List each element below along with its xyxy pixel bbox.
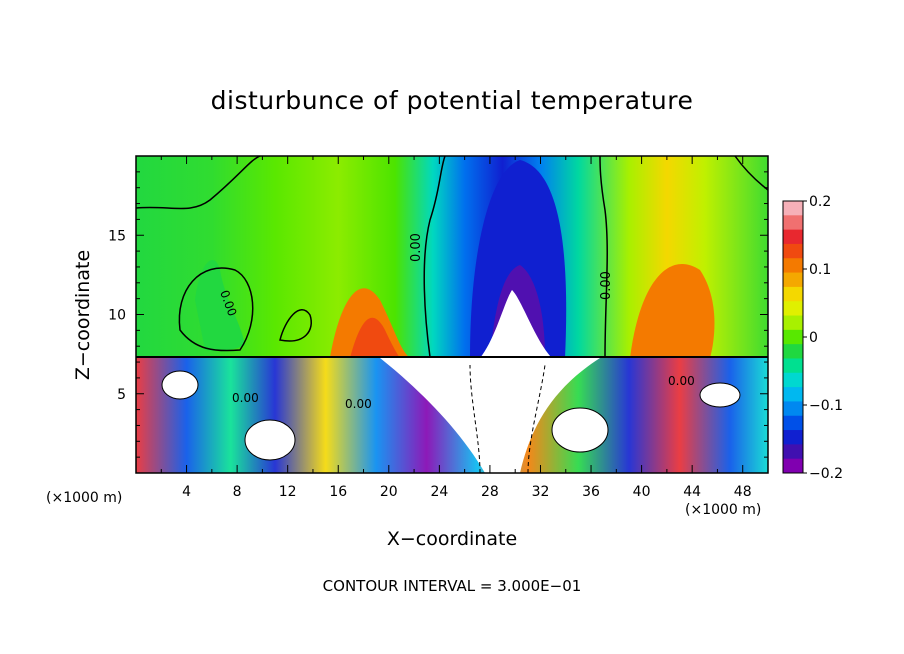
contour-label: 0.00 — [345, 397, 372, 411]
cold-plume — [470, 160, 567, 358]
white-blob-right — [551, 407, 609, 453]
contour-line — [599, 156, 608, 358]
warm-core-left — [350, 317, 400, 358]
contour-label: 0.00 — [599, 271, 614, 300]
colorbar-tick-label: 0.2 — [809, 194, 831, 210]
green-patch — [195, 260, 245, 351]
colorbar-tick-label: 0.1 — [809, 262, 831, 278]
x-tick-label: 24 — [430, 484, 448, 500]
warm-plume-right — [630, 263, 715, 358]
field-layer — [136, 156, 768, 473]
x-tick-label: 8 — [233, 484, 242, 500]
colorbar-tick-label: −0.2 — [809, 466, 843, 482]
colorbar-swatch — [783, 201, 803, 216]
colorbar-tick-label: −0.1 — [809, 398, 843, 414]
x-axis-label-text: X−coordinate — [386, 528, 518, 550]
colorbar-swatch — [783, 401, 803, 417]
colorbar-swatch — [783, 430, 803, 445]
x-tick-label: 28 — [481, 484, 499, 500]
contour-line — [279, 309, 312, 342]
contour-interval-note: CONTOUR INTERVAL = 3.000E−01 — [322, 577, 582, 595]
colorbar-swatch — [783, 243, 803, 259]
colorbar-swatch — [783, 372, 803, 388]
x-tick-label: 32 — [532, 484, 550, 500]
x-tick-label: 16 — [329, 484, 347, 500]
x-tick-label: 36 — [582, 484, 600, 500]
colorbar-swatch — [783, 258, 803, 274]
x-axis-label: X−coordinate — [0, 528, 904, 550]
contour-line — [136, 156, 261, 210]
white-blob-left — [244, 419, 296, 461]
contour-labels: 0.00 0.00 0.00 0.00 0.00 0.00 — [217, 233, 695, 411]
colorbar-swatch — [783, 215, 803, 231]
colorbar-swatch — [783, 387, 803, 402]
y-tick-label: 15 — [108, 228, 126, 244]
colorbar-swatch — [783, 415, 803, 431]
x-tick-label: 20 — [380, 484, 398, 500]
x-axis-unit: (×1000 m) — [685, 502, 762, 518]
chart-title: disturbunce of potential temperature — [210, 86, 694, 115]
x-tick-label: 12 — [279, 484, 297, 500]
contour-label: 0.00 — [668, 374, 695, 388]
colorbar: 0.2 0.1 0 −0.1 −0.2 — [782, 194, 843, 482]
white-blob-far-right — [699, 382, 741, 408]
y-tick-label: 5 — [117, 387, 126, 403]
colorbar-swatch — [783, 272, 803, 288]
x-tick-label: 40 — [633, 484, 651, 500]
x-tick-label: 48 — [734, 484, 752, 500]
contour-line — [178, 267, 254, 352]
x-tick-label: 44 — [683, 484, 701, 500]
contour-line — [423, 156, 446, 358]
contour-label: 0.00 — [409, 233, 424, 262]
colorbar-swatch — [783, 458, 803, 474]
colorbar-swatch — [783, 229, 803, 245]
white-funnel — [380, 358, 600, 473]
y-axis-unit: (×1000 m) — [46, 490, 123, 506]
colorbar-swatch — [783, 344, 803, 359]
white-blob-far-left — [161, 370, 199, 400]
colorbar-tick-label: 0 — [809, 330, 818, 346]
x-tick-label: 4 — [182, 484, 191, 500]
colorbar-swatch — [783, 301, 803, 317]
colorbar-swatch — [783, 315, 803, 331]
colorbar-swatch — [783, 329, 803, 345]
colorbar-swatch — [783, 358, 803, 374]
contour-label: 0.00 — [232, 391, 259, 405]
y-tick-label: 10 — [108, 308, 126, 324]
colorbar-swatch — [783, 286, 803, 302]
contour-line-dashed — [469, 364, 546, 473]
colorbar-swatch — [783, 444, 803, 460]
saturated-tip — [480, 290, 552, 358]
